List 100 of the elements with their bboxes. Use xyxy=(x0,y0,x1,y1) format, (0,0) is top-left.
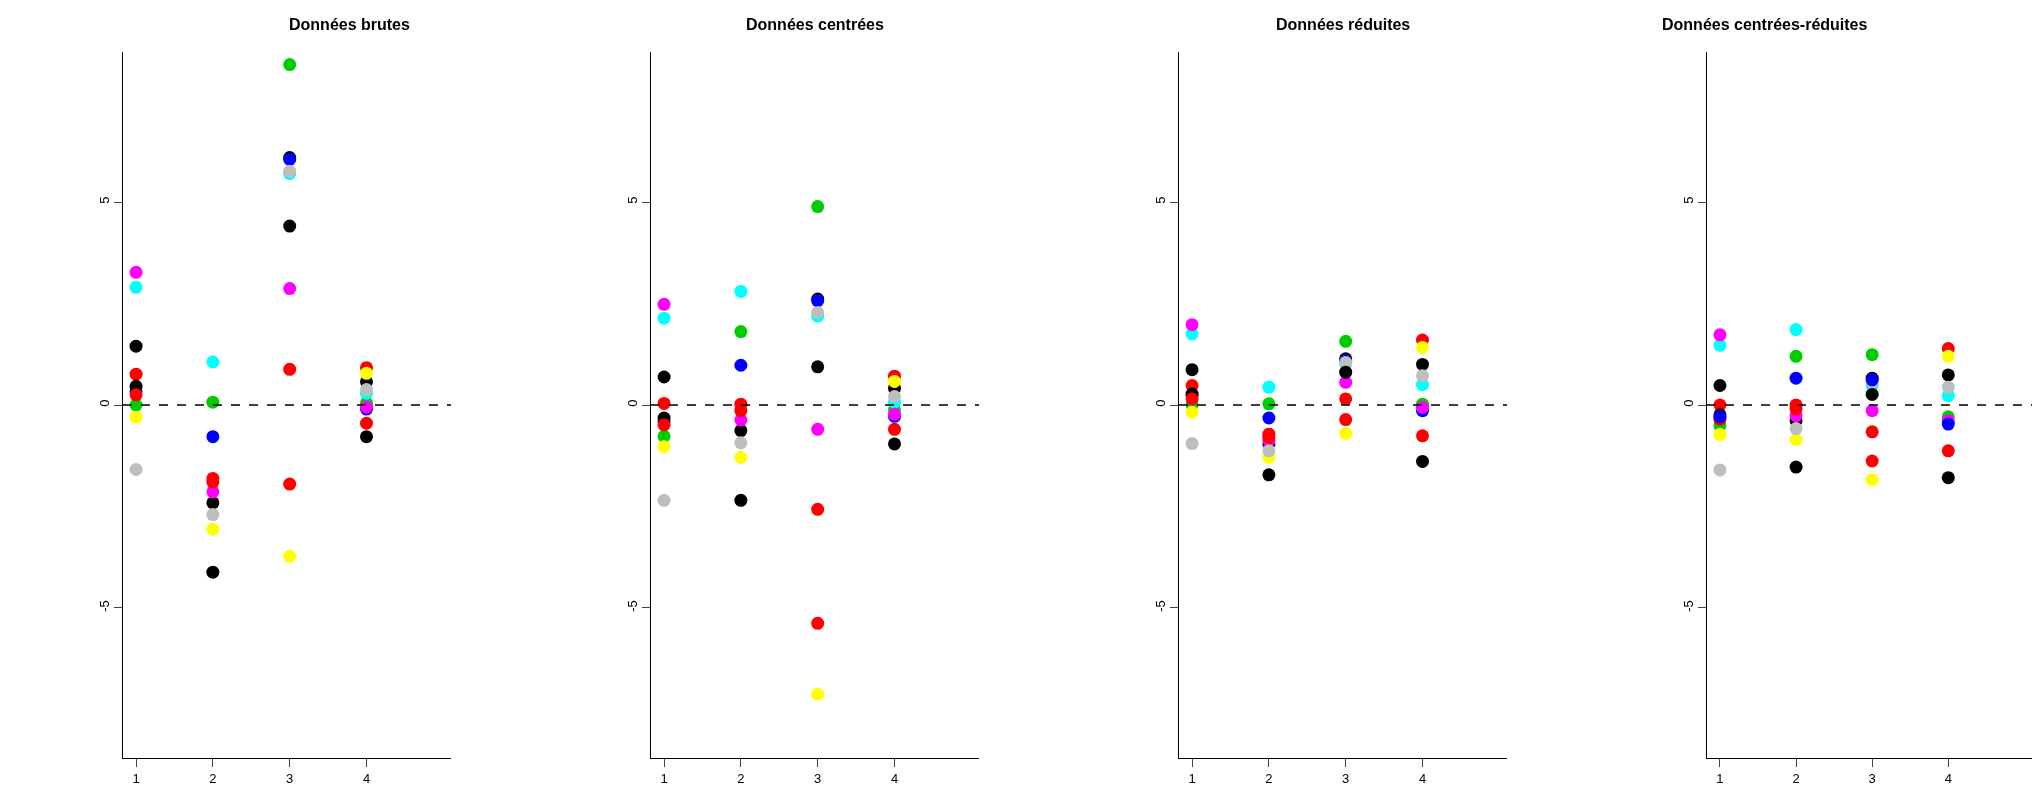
y-tick-label: 0 xyxy=(1680,399,1696,407)
x-tick-label: 4 xyxy=(1944,770,1952,786)
point xyxy=(283,477,297,491)
y-tick-label: 0 xyxy=(1152,399,1168,407)
point xyxy=(1713,328,1727,342)
y-tick-label: 5 xyxy=(1152,196,1168,204)
point xyxy=(360,366,373,380)
y-tick-label: -5 xyxy=(1680,600,1696,612)
point xyxy=(811,616,825,630)
point xyxy=(1416,454,1429,468)
point xyxy=(1185,318,1199,332)
point xyxy=(811,200,825,214)
point xyxy=(1865,404,1879,418)
point xyxy=(657,493,671,507)
x-tick-label: 2 xyxy=(1265,770,1273,786)
y-tick-label: 5 xyxy=(1680,196,1696,204)
point xyxy=(1789,349,1803,363)
point xyxy=(206,508,220,522)
x-tick-label: 3 xyxy=(814,770,822,786)
point xyxy=(129,265,143,279)
point xyxy=(888,389,901,403)
x-tick-label: 2 xyxy=(1792,770,1800,786)
point xyxy=(1262,444,1276,458)
point xyxy=(1941,349,1955,363)
point xyxy=(1941,471,1955,485)
point xyxy=(1416,340,1429,354)
point xyxy=(1339,426,1353,440)
point xyxy=(1262,411,1276,425)
point xyxy=(1339,392,1353,406)
point xyxy=(129,339,143,353)
point xyxy=(657,440,671,454)
point xyxy=(206,565,220,579)
x-tick-label: 4 xyxy=(1418,770,1427,786)
x-tick-label: 4 xyxy=(362,770,371,786)
x-tick-label: 2 xyxy=(737,770,745,786)
point xyxy=(1789,460,1803,474)
point xyxy=(129,463,143,476)
x-tick-label: 1 xyxy=(1188,770,1196,786)
point xyxy=(734,284,748,298)
chart-title: Données brutes xyxy=(289,16,411,33)
point xyxy=(1789,422,1803,436)
point xyxy=(1941,380,1955,394)
point xyxy=(1713,379,1727,393)
x-tick-label: 4 xyxy=(890,770,899,786)
point xyxy=(888,437,901,451)
point xyxy=(1416,429,1429,443)
point xyxy=(1185,437,1199,451)
point xyxy=(129,410,143,424)
point xyxy=(1262,380,1276,394)
point xyxy=(206,430,220,444)
y-tick-label: 5 xyxy=(96,196,112,204)
point xyxy=(129,280,143,294)
point xyxy=(1185,363,1199,377)
point xyxy=(283,219,297,233)
point xyxy=(657,311,671,325)
point xyxy=(1339,413,1353,427)
point xyxy=(360,430,373,444)
point xyxy=(1865,348,1879,362)
point xyxy=(283,58,297,72)
point xyxy=(283,549,297,563)
point xyxy=(888,374,901,388)
y-tick-label: 0 xyxy=(624,399,640,407)
x-tick-label: 1 xyxy=(1716,770,1724,786)
point xyxy=(283,282,297,296)
point xyxy=(1262,468,1276,482)
point xyxy=(129,367,143,381)
y-tick-label: -5 xyxy=(96,600,112,612)
point xyxy=(1865,454,1879,468)
point xyxy=(1941,368,1955,382)
point xyxy=(657,396,671,410)
point xyxy=(657,297,671,311)
point xyxy=(811,305,825,319)
y-tick-label: -5 xyxy=(1152,600,1168,612)
point xyxy=(811,502,825,516)
x-tick-label: 1 xyxy=(660,770,668,786)
point xyxy=(1713,338,1727,352)
point xyxy=(1416,369,1429,383)
x-tick-label: 3 xyxy=(1868,770,1876,786)
x-tick-label: 3 xyxy=(1342,770,1350,786)
point xyxy=(1262,397,1276,411)
point xyxy=(360,416,373,430)
chart-title: Données réduites xyxy=(1276,16,1411,33)
point xyxy=(1185,405,1199,419)
point xyxy=(1789,432,1803,446)
chart-title: Données centrées xyxy=(746,16,884,33)
x-tick-label: 1 xyxy=(132,770,140,786)
point xyxy=(657,370,671,384)
x-tick-label: 3 xyxy=(286,770,294,786)
point xyxy=(1339,365,1353,379)
point xyxy=(1941,444,1955,458)
point xyxy=(734,436,748,450)
point xyxy=(811,687,825,701)
point xyxy=(1416,357,1429,371)
point xyxy=(811,360,825,374)
point xyxy=(811,422,825,436)
point xyxy=(1789,323,1803,337)
point xyxy=(734,450,748,464)
point xyxy=(1789,371,1803,385)
point xyxy=(283,362,297,376)
point xyxy=(1339,334,1353,348)
